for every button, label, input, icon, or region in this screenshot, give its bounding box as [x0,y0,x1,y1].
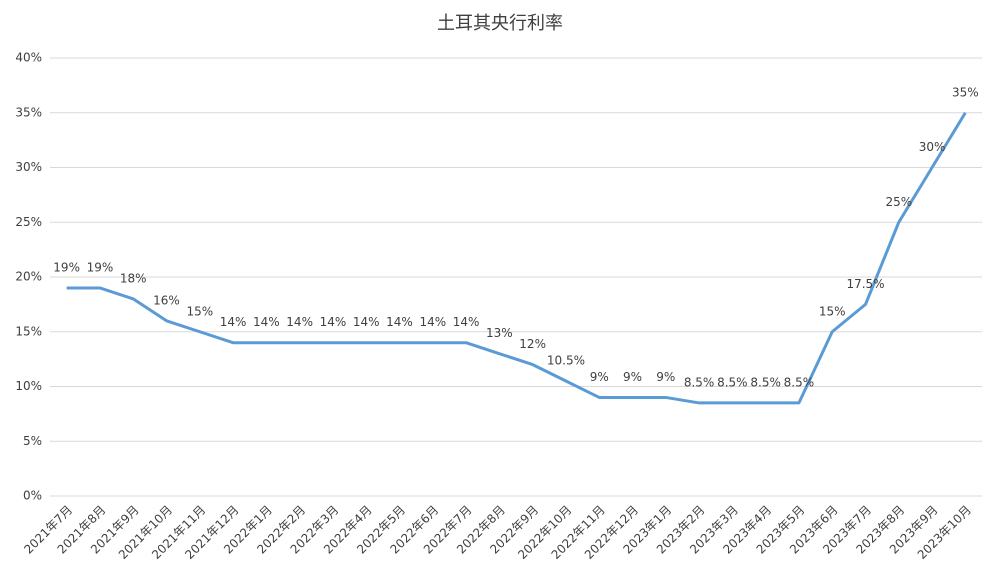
y-tick-label: 5% [23,434,42,448]
data-label: 25% [885,195,912,209]
data-label: 18% [120,271,147,285]
y-tick-label: 30% [15,160,42,174]
line [66,111,967,405]
data-label: 16% [153,293,180,307]
data-label: 12% [519,337,546,351]
data-label: 14% [286,315,313,329]
y-tick-label: 35% [15,105,42,119]
data-label: 17.5% [846,277,884,291]
data-label: 8.5% [750,375,781,389]
data-label: 8.5% [684,375,715,389]
data-label: 19% [53,260,80,274]
data-label: 14% [253,315,280,329]
y-tick-label: 20% [15,270,42,284]
data-label: 14% [353,315,380,329]
chart-title: 土耳其央行利率 [437,13,563,34]
y-tick-label: 40% [15,51,42,65]
data-label: 15% [186,304,213,318]
data-label: 14% [220,315,247,329]
data-label: 10.5% [547,354,585,368]
data-label: 19% [87,260,114,274]
y-tick-label: 25% [15,215,42,229]
y-tick-label: 15% [15,324,42,338]
data-label: 14% [320,315,347,329]
data-label: 9% [590,370,609,384]
data-label: 35% [952,85,979,99]
data-label: 14% [453,315,480,329]
data-label: 8.5% [717,375,748,389]
y-tick-label: 10% [15,379,42,393]
data-label: 9% [656,370,675,384]
y-tick-label: 0% [23,489,42,503]
data-label: 9% [623,370,642,384]
data-label: 14% [386,315,413,329]
data-label: 15% [819,304,846,318]
data-label: 13% [486,326,513,340]
data-label: 8.5% [784,375,815,389]
data-label: 30% [919,140,946,154]
data-label: 14% [419,315,446,329]
